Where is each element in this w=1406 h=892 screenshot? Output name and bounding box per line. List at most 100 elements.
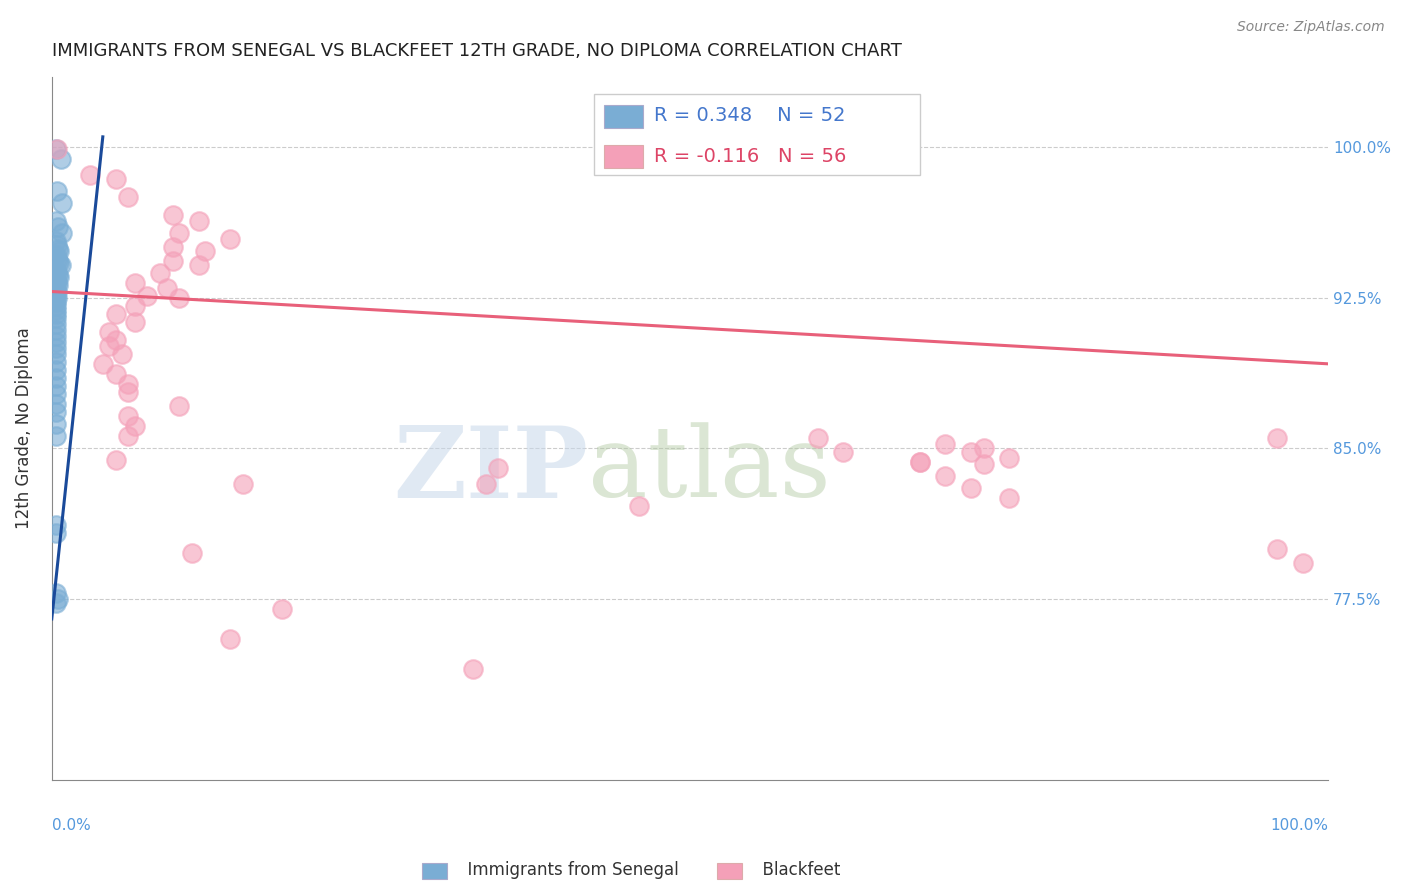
Point — [45, 283, 67, 297]
Point — [104, 172, 127, 186]
Point — [1291, 556, 1313, 570]
Point — [46, 278, 69, 293]
Point — [45, 142, 67, 156]
Point — [45, 214, 67, 228]
Point — [45, 285, 67, 299]
Point — [832, 445, 855, 459]
Point — [45, 417, 67, 431]
Point — [104, 453, 127, 467]
Point — [270, 602, 292, 616]
Text: ZIP: ZIP — [392, 422, 588, 519]
Point — [45, 288, 67, 302]
Point — [117, 190, 139, 204]
Point — [45, 264, 67, 278]
Point — [45, 248, 67, 262]
Point — [124, 277, 146, 291]
Text: atlas: atlas — [588, 423, 831, 518]
Point — [45, 299, 67, 313]
Point — [45, 525, 67, 540]
Point — [117, 409, 139, 423]
Point — [98, 325, 121, 339]
Point — [973, 441, 995, 455]
Text: Immigrants from Senegal: Immigrants from Senegal — [457, 861, 679, 879]
Point — [169, 227, 191, 241]
Bar — [605, 145, 643, 168]
Point — [51, 227, 73, 241]
Point — [45, 235, 67, 249]
Point — [162, 208, 184, 222]
Point — [908, 455, 931, 469]
Point — [1265, 541, 1288, 556]
Point — [908, 455, 931, 469]
Point — [45, 238, 67, 252]
Point — [474, 477, 496, 491]
Point — [45, 347, 67, 361]
Text: R = 0.348    N = 52: R = 0.348 N = 52 — [654, 106, 845, 125]
Point — [124, 419, 146, 434]
Bar — [605, 105, 643, 128]
Point — [162, 240, 184, 254]
Y-axis label: 12th Grade, No Diploma: 12th Grade, No Diploma — [15, 327, 32, 529]
Point — [45, 317, 67, 331]
Point — [51, 196, 73, 211]
Point — [46, 254, 69, 268]
Point — [934, 437, 956, 451]
Point — [959, 481, 981, 495]
Point — [124, 315, 146, 329]
Point — [46, 591, 69, 606]
Point — [45, 252, 67, 267]
Point — [45, 341, 67, 355]
Point — [45, 302, 67, 317]
Point — [48, 270, 70, 285]
Text: 0.0%: 0.0% — [52, 818, 90, 833]
Text: Blackfeet: Blackfeet — [752, 861, 841, 879]
Point — [98, 339, 121, 353]
Text: R = -0.116   N = 56: R = -0.116 N = 56 — [654, 146, 846, 166]
Point — [187, 214, 209, 228]
Point — [45, 307, 67, 321]
Point — [169, 291, 191, 305]
FancyBboxPatch shape — [595, 95, 920, 175]
Point — [117, 376, 139, 391]
Point — [959, 445, 981, 459]
Point — [45, 267, 67, 281]
Point — [45, 277, 67, 291]
Point — [45, 294, 67, 309]
Point — [45, 379, 67, 393]
Text: 100.0%: 100.0% — [1270, 818, 1329, 833]
Point — [45, 405, 67, 419]
Point — [104, 367, 127, 381]
Point — [45, 184, 67, 198]
Point — [45, 371, 67, 385]
Point — [104, 333, 127, 347]
Point — [45, 586, 67, 600]
Point — [124, 299, 146, 313]
Point — [156, 280, 179, 294]
Point — [45, 517, 67, 532]
Point — [461, 662, 484, 676]
Point — [45, 275, 67, 289]
Point — [45, 291, 67, 305]
Point — [49, 152, 72, 166]
Point — [627, 500, 650, 514]
Point — [48, 244, 70, 259]
Point — [45, 310, 67, 325]
Point — [488, 461, 510, 475]
Point — [79, 168, 101, 182]
Point — [973, 457, 995, 471]
Point — [46, 220, 69, 235]
Point — [45, 334, 67, 349]
Point — [46, 268, 69, 283]
Point — [111, 347, 134, 361]
Point — [45, 387, 67, 401]
Point — [998, 491, 1021, 506]
Point — [149, 267, 172, 281]
Point — [45, 429, 67, 443]
Point — [194, 244, 217, 259]
Text: IMMIGRANTS FROM SENEGAL VS BLACKFEET 12TH GRADE, NO DIPLOMA CORRELATION CHART: IMMIGRANTS FROM SENEGAL VS BLACKFEET 12T… — [52, 42, 901, 60]
Point — [48, 256, 70, 270]
Text: Source: ZipAtlas.com: Source: ZipAtlas.com — [1237, 20, 1385, 34]
Point — [219, 632, 242, 646]
Point — [117, 384, 139, 399]
Point — [136, 288, 159, 302]
